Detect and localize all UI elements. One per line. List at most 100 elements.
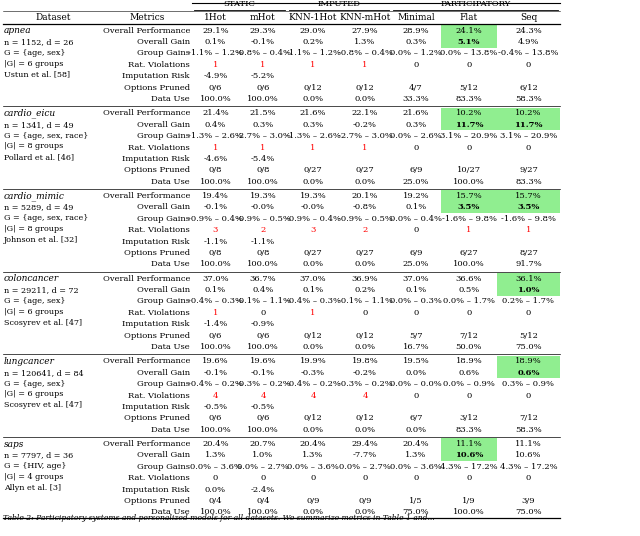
- Text: 37.0%: 37.0%: [202, 274, 229, 282]
- Text: n = 29211, d = 72: n = 29211, d = 72: [4, 286, 79, 294]
- Text: Overall Gain: Overall Gain: [137, 38, 190, 46]
- Text: 2: 2: [362, 226, 367, 234]
- Text: 100.0%: 100.0%: [247, 260, 279, 269]
- Text: Scosyrev et al. [47]: Scosyrev et al. [47]: [4, 401, 82, 409]
- Text: 0/27: 0/27: [356, 166, 374, 174]
- Bar: [441, 450, 497, 461]
- Text: 0.5%: 0.5%: [458, 286, 479, 294]
- Text: 0/12: 0/12: [356, 332, 374, 340]
- Text: 6/7: 6/7: [409, 414, 423, 422]
- Text: Seq: Seq: [520, 12, 537, 21]
- Text: Imputation Risk: Imputation Risk: [122, 155, 190, 163]
- Text: 0/27: 0/27: [356, 249, 374, 257]
- Text: 19.3%: 19.3%: [250, 192, 276, 200]
- Text: 36.6%: 36.6%: [456, 274, 483, 282]
- Text: -1.1% – 1.2%: -1.1% – 1.2%: [285, 49, 340, 57]
- Text: 15.7%: 15.7%: [456, 192, 483, 200]
- Text: KNN-1Hot: KNN-1Hot: [289, 12, 337, 21]
- Text: -0.3% – 0.2%: -0.3% – 0.2%: [338, 380, 392, 388]
- Text: Minimal: Minimal: [397, 12, 435, 21]
- Text: 11.1%: 11.1%: [515, 440, 542, 448]
- Text: 0.0%: 0.0%: [405, 369, 427, 377]
- Text: 9/27: 9/27: [519, 166, 538, 174]
- Text: -0.1% – 1.1%: -0.1% – 1.1%: [236, 297, 291, 306]
- Text: 50.0%: 50.0%: [456, 343, 483, 351]
- Text: -0.5%: -0.5%: [251, 403, 275, 411]
- Text: 0: 0: [413, 226, 419, 234]
- Text: -2.7% – 3.0%: -2.7% – 3.0%: [236, 132, 291, 140]
- Text: 1Hot: 1Hot: [204, 12, 227, 21]
- Text: 0.0% – 13.8%: 0.0% – 13.8%: [440, 49, 498, 57]
- Text: 0.3%: 0.3%: [405, 121, 427, 129]
- Text: 0.1%: 0.1%: [205, 286, 226, 294]
- Text: 100.0%: 100.0%: [247, 426, 279, 434]
- Bar: [441, 25, 497, 36]
- Bar: [441, 119, 497, 130]
- Text: Imputation Risk: Imputation Risk: [122, 403, 190, 411]
- Text: 0.0%: 0.0%: [303, 177, 324, 185]
- Text: 19.2%: 19.2%: [403, 192, 429, 200]
- Text: 0.0%: 0.0%: [205, 486, 226, 494]
- Text: 5/12: 5/12: [460, 84, 479, 92]
- Text: 0.6%: 0.6%: [517, 369, 540, 377]
- Text: 0.0%: 0.0%: [355, 260, 376, 269]
- Text: -0.1%: -0.1%: [204, 369, 228, 377]
- Text: -5.2%: -5.2%: [251, 72, 275, 80]
- Text: Options Pruned: Options Pruned: [124, 332, 190, 340]
- Text: 1: 1: [467, 226, 472, 234]
- Text: G = {age, sex}: G = {age, sex}: [4, 49, 65, 57]
- Text: 19.4%: 19.4%: [202, 192, 229, 200]
- Text: -0.4% – 0.2%: -0.4% – 0.2%: [188, 380, 243, 388]
- Text: 0: 0: [467, 309, 472, 317]
- Text: -0.4% – 13.8%: -0.4% – 13.8%: [499, 49, 559, 57]
- Text: n = 1341, d = 49: n = 1341, d = 49: [4, 121, 74, 129]
- Text: -0.2%: -0.2%: [353, 369, 377, 377]
- Text: -0.4% – 0.3%: -0.4% – 0.3%: [188, 297, 243, 306]
- Text: -0.1%: -0.1%: [204, 203, 228, 211]
- Text: 0/6: 0/6: [256, 84, 269, 92]
- Text: -0.4% – 0.2%: -0.4% – 0.2%: [285, 380, 340, 388]
- Text: 1.0%: 1.0%: [517, 286, 540, 294]
- Text: Group Gains: Group Gains: [137, 49, 190, 57]
- Text: 100.0%: 100.0%: [200, 508, 232, 516]
- Text: 0: 0: [467, 474, 472, 482]
- Text: mHot: mHot: [250, 12, 276, 21]
- Text: 0.0% – 3.6%: 0.0% – 3.6%: [390, 463, 442, 471]
- Text: Group Gains: Group Gains: [137, 463, 190, 471]
- Text: 3: 3: [213, 226, 218, 234]
- Text: 1: 1: [260, 144, 266, 152]
- Text: 7/12: 7/12: [460, 332, 479, 340]
- Text: 0.0% – 2.7%: 0.0% – 2.7%: [237, 463, 289, 471]
- Text: 0.0% – 0.9%: 0.0% – 0.9%: [443, 380, 495, 388]
- Text: 36.7%: 36.7%: [250, 274, 276, 282]
- Text: 83.3%: 83.3%: [515, 177, 542, 185]
- Bar: [441, 108, 497, 119]
- Text: 4/7: 4/7: [409, 84, 423, 92]
- Text: 36.9%: 36.9%: [352, 274, 378, 282]
- Text: 19.3%: 19.3%: [300, 192, 326, 200]
- Text: 4: 4: [310, 391, 316, 399]
- Text: 100.0%: 100.0%: [453, 177, 485, 185]
- Text: 25.0%: 25.0%: [403, 260, 429, 269]
- Text: 6/12: 6/12: [519, 84, 538, 92]
- Text: 28.9%: 28.9%: [403, 27, 429, 35]
- Text: 100.0%: 100.0%: [247, 343, 279, 351]
- Text: 1/5: 1/5: [409, 497, 423, 505]
- Text: 0.0% – 0.4%: 0.0% – 0.4%: [390, 215, 442, 223]
- Text: 1: 1: [260, 61, 266, 69]
- Text: 0.3%: 0.3%: [405, 38, 427, 46]
- Text: Allyn et al. [3]: Allyn et al. [3]: [4, 484, 61, 492]
- Text: 0/12: 0/12: [303, 414, 323, 422]
- Text: 100.0%: 100.0%: [200, 177, 232, 185]
- Text: 0.0%: 0.0%: [405, 426, 427, 434]
- Text: 1: 1: [362, 144, 368, 152]
- Text: -5.4%: -5.4%: [251, 155, 275, 163]
- Text: 0.3% – 0.9%: 0.3% – 0.9%: [502, 380, 554, 388]
- Text: -0.0%: -0.0%: [301, 203, 325, 211]
- Text: 11.7%: 11.7%: [455, 121, 483, 129]
- Text: Overall Gain: Overall Gain: [137, 121, 190, 129]
- Text: -0.3% – 0.2%: -0.3% – 0.2%: [236, 380, 291, 388]
- Text: -0.2%: -0.2%: [353, 121, 377, 129]
- Text: Overall Gain: Overall Gain: [137, 203, 190, 211]
- Text: 0: 0: [413, 61, 419, 69]
